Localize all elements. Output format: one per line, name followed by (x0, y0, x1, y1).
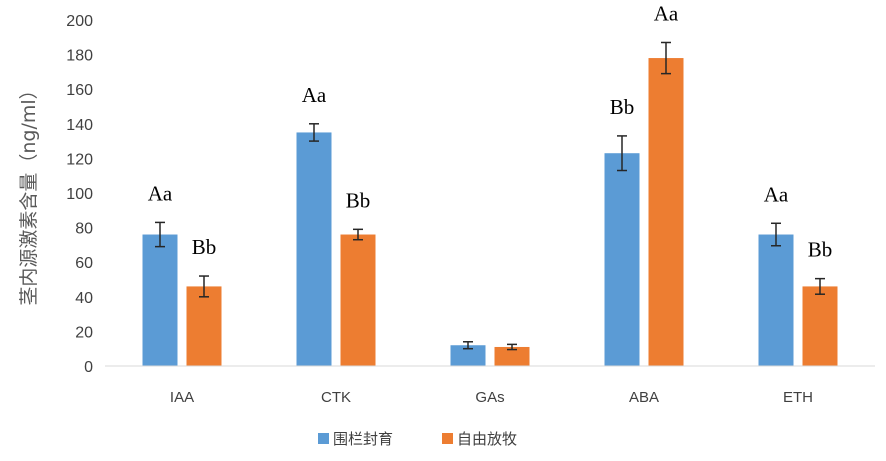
significance-label: Bb (610, 95, 635, 119)
legend-label: 围栏封育 (333, 430, 393, 448)
y-tick-label: 0 (84, 359, 93, 376)
x-tick-label: IAA (170, 389, 194, 406)
x-tick-label: GAs (475, 389, 504, 406)
bar-aba-series-1 (604, 153, 640, 366)
legend: 围栏封育 自由放牧 (318, 430, 517, 448)
legend-label: 自由放牧 (457, 430, 517, 448)
bar-iaa-series-1 (142, 234, 178, 366)
bar-iaa-series-2 (186, 286, 222, 366)
legend-swatch (442, 433, 453, 444)
bar-ctk-series-2 (340, 234, 376, 366)
y-tick-label: 180 (66, 48, 93, 65)
y-tick-label: 140 (66, 117, 93, 134)
y-tick-label: 100 (66, 186, 93, 203)
y-tick-label: 200 (66, 13, 93, 30)
significance-label: Bb (808, 238, 833, 262)
bar-aba-series-2 (648, 58, 684, 367)
y-tick-label: 80 (75, 221, 93, 238)
bar-ctk-series-1 (296, 132, 332, 366)
y-tick-label: 20 (75, 324, 93, 341)
significance-label: Aa (654, 1, 679, 25)
significance-label: Aa (764, 182, 789, 206)
y-tick-label: 120 (66, 151, 93, 168)
bar-gas-series-1 (450, 345, 486, 366)
significance-label: Bb (192, 235, 217, 259)
x-axis-categories: IAA CTK GAs ABA ETH (170, 389, 813, 406)
y-axis-label: 茎内源激素含量（ng/ml） (18, 80, 40, 305)
significance-label: Bb (346, 188, 371, 212)
x-tick-label: ETH (783, 389, 813, 406)
x-tick-label: CTK (321, 389, 351, 406)
bar-eth-series-2 (802, 286, 838, 366)
bar-eth-series-1 (758, 234, 794, 366)
y-axis-ticks: 0 20 40 60 80 100 120 140 160 180 200 (66, 13, 93, 376)
legend-swatch (318, 433, 329, 444)
significance-label: Aa (302, 83, 327, 107)
y-tick-label: 160 (66, 82, 93, 99)
significance-label: Aa (148, 181, 173, 205)
bar-gas-series-2 (494, 346, 530, 366)
x-tick-label: ABA (629, 389, 659, 406)
y-tick-label: 40 (75, 290, 93, 307)
y-tick-label: 60 (75, 255, 93, 272)
bars: Aa Bb Aa Bb Bb Aa Aa Bb (142, 1, 838, 367)
